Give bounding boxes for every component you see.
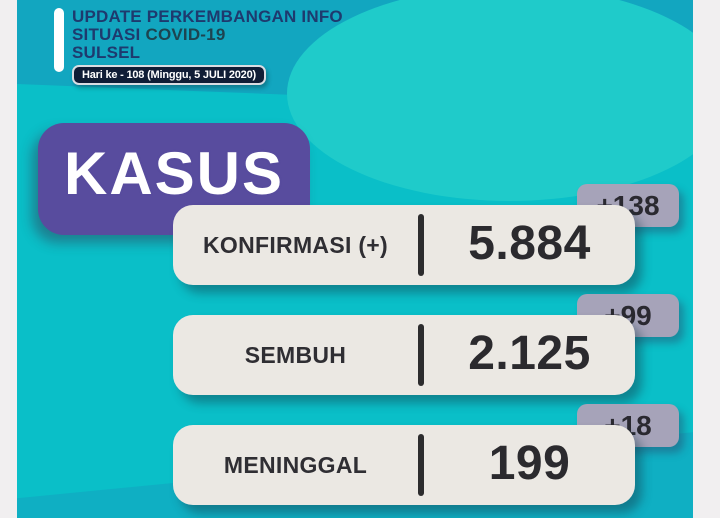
stat-label-sembuh: SEMBUH bbox=[244, 341, 347, 368]
stat-card-konfirmasi: KONFIRMASI (+) 5.884 bbox=[173, 205, 635, 285]
stat-card-meninggal: MENINGGAL 199 bbox=[173, 425, 635, 505]
divider bbox=[418, 324, 424, 386]
section-title: KASUS bbox=[63, 139, 285, 207]
header-line-1: UPDATE PERKEMBANGAN INFO bbox=[72, 7, 343, 26]
divider bbox=[418, 434, 424, 496]
header-situasi-label: SITUASI bbox=[72, 25, 141, 44]
header-text-block: UPDATE PERKEMBANGAN INFO SITUASI COVID-19… bbox=[72, 8, 343, 85]
stat-label-konfirmasi: KONFIRMASI (+) bbox=[203, 231, 388, 258]
stat-row-sembuh: +99 SEMBUH 2.125 bbox=[173, 293, 679, 397]
day-counter-badge: Hari ke - 108 (Minggu, 5 JULI 2020) bbox=[72, 65, 266, 85]
header-accent-bar bbox=[54, 8, 64, 72]
stat-value-konfirmasi: 5.884 bbox=[468, 216, 591, 270]
header-line-2: SITUASI COVID-19 bbox=[72, 26, 343, 44]
stat-card-sembuh: SEMBUH 2.125 bbox=[173, 315, 635, 395]
header-covid19-label: COVID-19 bbox=[145, 25, 226, 44]
header-line-3: SULSEL bbox=[72, 43, 141, 62]
background-light-blob bbox=[287, 0, 693, 201]
header: UPDATE PERKEMBANGAN INFO SITUASI COVID-19… bbox=[54, 8, 343, 85]
stat-value-sembuh: 2.125 bbox=[468, 326, 591, 380]
stat-row-meninggal: +18 MENINGGAL 199 bbox=[173, 403, 679, 507]
stat-label-meninggal: MENINGGAL bbox=[223, 451, 368, 478]
infographic-canvas: UPDATE PERKEMBANGAN INFO SITUASI COVID-19… bbox=[17, 0, 693, 518]
stat-row-konfirmasi: +138 KONFIRMASI (+) 5.884 bbox=[173, 183, 679, 287]
divider bbox=[418, 214, 424, 276]
stat-value-meninggal: 199 bbox=[488, 436, 571, 490]
